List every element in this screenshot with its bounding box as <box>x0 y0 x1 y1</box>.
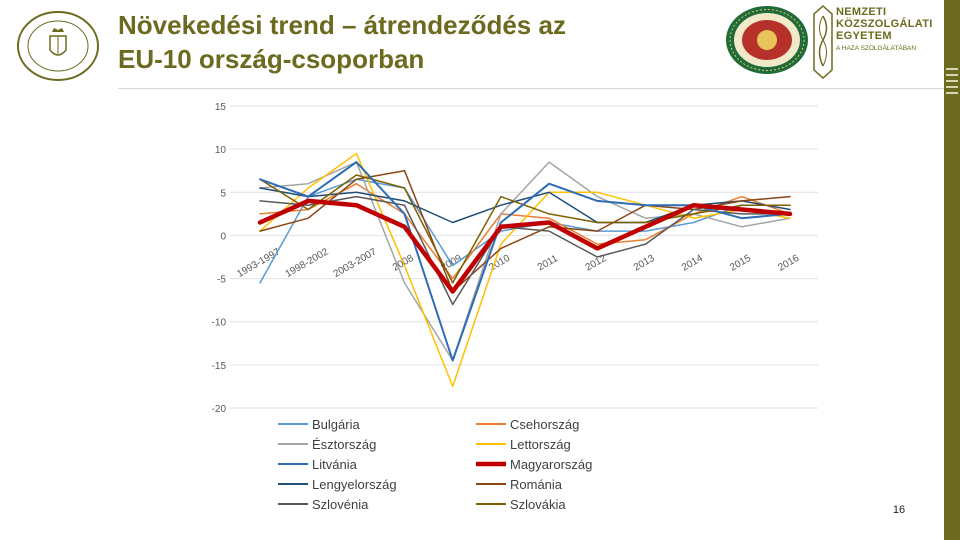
legend-label: Lettország <box>510 437 571 452</box>
logo-line-3: EGYETEM <box>836 30 892 42</box>
series-line <box>259 182 791 280</box>
legend-label: Szlovénia <box>312 497 369 512</box>
x-tick-label: 2010 <box>487 253 512 274</box>
y-tick-label: 5 <box>220 188 226 199</box>
title-line-2: EU-10 ország-csoporban <box>118 44 425 74</box>
x-tick-label: 2014 <box>680 253 705 274</box>
y-tick-label: -5 <box>217 275 226 286</box>
x-tick-label: 2011 <box>536 253 561 273</box>
legend-label: Magyarország <box>510 457 592 472</box>
legend-label: Csehország <box>510 417 579 432</box>
page-number: 16 <box>892 504 906 516</box>
page-title: Növekedési trend – átrendeződés az EU-10… <box>118 8 728 76</box>
y-tick-label: -10 <box>212 318 227 329</box>
legend-label: Litvánia <box>312 457 358 472</box>
x-tick-label: 2016 <box>776 253 801 274</box>
series-line <box>259 195 791 306</box>
series-line <box>257 198 793 294</box>
university-logo-text: NEMZETI KÖZSZOLGÁLATI EGYETEM A HAZA SZO… <box>836 6 940 53</box>
y-tick-label: 10 <box>215 145 227 156</box>
title-line-1: Növekedési trend – átrendeződés az <box>118 10 566 40</box>
legend-label: Észtország <box>312 437 376 452</box>
x-tick-label: 1998-2002 <box>283 246 330 280</box>
legend-label: Lengyelország <box>312 477 397 492</box>
x-tick-label: 2015 <box>728 253 753 274</box>
series-line <box>259 152 791 388</box>
title-divider <box>118 88 944 89</box>
university-crest-icon <box>813 4 833 80</box>
university-round-emblem-icon <box>726 6 808 74</box>
legend-label: Szlovákia <box>510 497 566 512</box>
logo-tagline: A HAZA SZOLGÁLATÁBAN <box>836 45 917 52</box>
y-tick-label: -20 <box>212 404 227 415</box>
legend-label: Bulgária <box>312 417 360 432</box>
growth-trend-line-chart: 15 10 5 0 -5 -10 -15 -20 1993-1997 1998-2002 2003-… <box>212 102 818 512</box>
x-tick-label: 1993-1997 <box>235 246 282 280</box>
logo-line-1: NEMZETI <box>836 6 887 18</box>
legend-label: Románia <box>510 477 563 492</box>
hungarian-seal-icon <box>17 11 99 81</box>
y-tick-label: 0 <box>220 231 226 242</box>
y-tick-label: -15 <box>212 361 227 372</box>
y-tick-label: 15 <box>215 102 227 113</box>
right-accent-bar <box>944 0 960 540</box>
logo-line-2: KÖZSZOLGÁLATI <box>836 18 933 30</box>
series-line <box>259 174 791 284</box>
x-tick-label: 2013 <box>632 253 657 274</box>
x-tick-label: 2003-2007 <box>332 246 379 280</box>
menu-icon <box>946 64 958 100</box>
